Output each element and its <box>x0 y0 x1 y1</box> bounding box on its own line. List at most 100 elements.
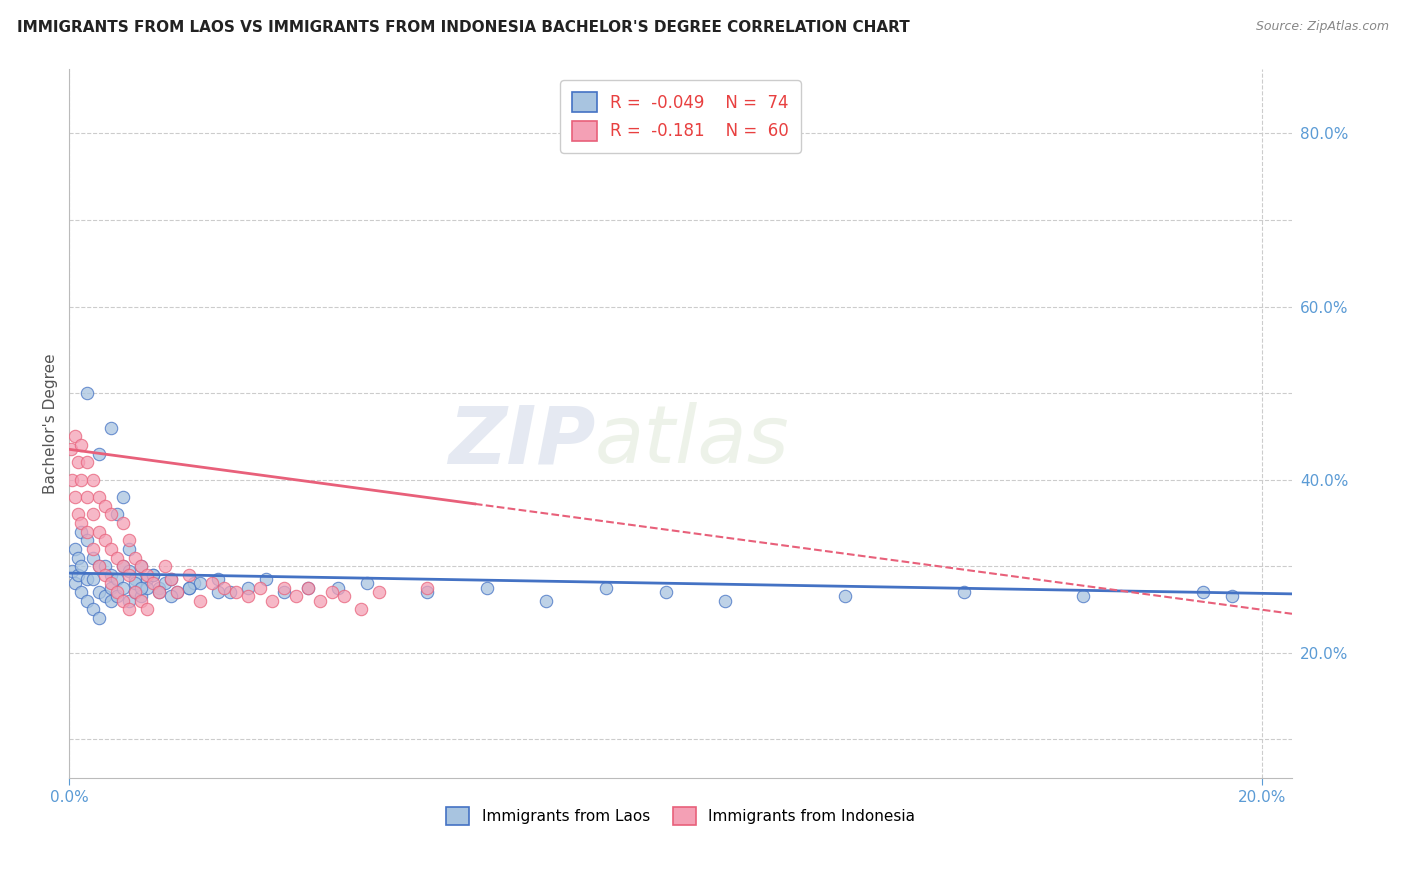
Point <box>475 581 498 595</box>
Point <box>105 508 128 522</box>
Point <box>100 576 122 591</box>
Point <box>118 564 141 578</box>
Point <box>190 594 212 608</box>
Point <box>118 567 141 582</box>
Point <box>595 581 617 595</box>
Point <box>67 508 90 522</box>
Point <box>284 590 307 604</box>
Point <box>76 572 98 586</box>
Point <box>260 594 283 608</box>
Point <box>67 550 90 565</box>
Point <box>124 576 146 591</box>
Point <box>111 516 134 530</box>
Point <box>159 572 181 586</box>
Point <box>87 524 110 539</box>
Point <box>63 429 86 443</box>
Point <box>70 524 93 539</box>
Point <box>82 508 104 522</box>
Point <box>76 386 98 401</box>
Point <box>238 581 260 595</box>
Point <box>273 581 295 595</box>
Point <box>1191 585 1213 599</box>
Point <box>70 516 93 530</box>
Point <box>321 585 343 599</box>
Point <box>82 602 104 616</box>
Point <box>87 559 110 574</box>
Point <box>94 533 117 548</box>
Point <box>214 581 236 595</box>
Point <box>124 585 146 599</box>
Point <box>148 585 170 599</box>
Point <box>82 541 104 556</box>
Point <box>129 559 152 574</box>
Point <box>67 567 90 582</box>
Point <box>111 594 134 608</box>
Point <box>1220 590 1243 604</box>
Point <box>100 508 122 522</box>
Point <box>177 567 200 582</box>
Point <box>1071 590 1094 604</box>
Point <box>219 585 242 599</box>
Point <box>118 594 141 608</box>
Point <box>100 567 122 582</box>
Point <box>326 581 349 595</box>
Point <box>87 559 110 574</box>
Point <box>70 473 93 487</box>
Point <box>70 559 93 574</box>
Point <box>94 590 117 604</box>
Point <box>332 590 354 604</box>
Point <box>308 594 330 608</box>
Point <box>142 567 165 582</box>
Point <box>153 576 176 591</box>
Point <box>76 594 98 608</box>
Point <box>207 572 229 586</box>
Point <box>82 473 104 487</box>
Point <box>70 585 93 599</box>
Point <box>190 576 212 591</box>
Point <box>416 585 439 599</box>
Point <box>238 590 260 604</box>
Point <box>129 559 152 574</box>
Point <box>142 576 165 591</box>
Point <box>124 585 146 599</box>
Point <box>297 581 319 595</box>
Text: atlas: atlas <box>595 402 790 480</box>
Point <box>82 572 104 586</box>
Point <box>100 420 122 434</box>
Point <box>714 594 737 608</box>
Point <box>953 585 976 599</box>
Point <box>111 559 134 574</box>
Point <box>177 581 200 595</box>
Point <box>368 585 391 599</box>
Point <box>87 490 110 504</box>
Point <box>249 581 271 595</box>
Point <box>177 581 200 595</box>
Point <box>129 594 152 608</box>
Point <box>94 559 117 574</box>
Point <box>135 581 157 595</box>
Point <box>63 576 86 591</box>
Legend: Immigrants from Laos, Immigrants from Indonesia: Immigrants from Laos, Immigrants from In… <box>437 797 924 834</box>
Point <box>63 490 86 504</box>
Point <box>100 581 122 595</box>
Point <box>183 576 205 591</box>
Point <box>87 585 110 599</box>
Point <box>105 585 128 599</box>
Point <box>105 590 128 604</box>
Point <box>129 590 152 604</box>
Point <box>60 564 83 578</box>
Point <box>159 572 181 586</box>
Point <box>76 533 98 548</box>
Y-axis label: Bachelor's Degree: Bachelor's Degree <box>44 353 58 493</box>
Point <box>153 559 176 574</box>
Point <box>273 585 295 599</box>
Text: IMMIGRANTS FROM LAOS VS IMMIGRANTS FROM INDONESIA BACHELOR'S DEGREE CORRELATION : IMMIGRANTS FROM LAOS VS IMMIGRANTS FROM … <box>17 20 910 35</box>
Point <box>118 602 141 616</box>
Point <box>76 524 98 539</box>
Point <box>135 572 157 586</box>
Point <box>654 585 676 599</box>
Point <box>416 581 439 595</box>
Point <box>142 567 165 582</box>
Point <box>124 550 146 565</box>
Point <box>159 590 181 604</box>
